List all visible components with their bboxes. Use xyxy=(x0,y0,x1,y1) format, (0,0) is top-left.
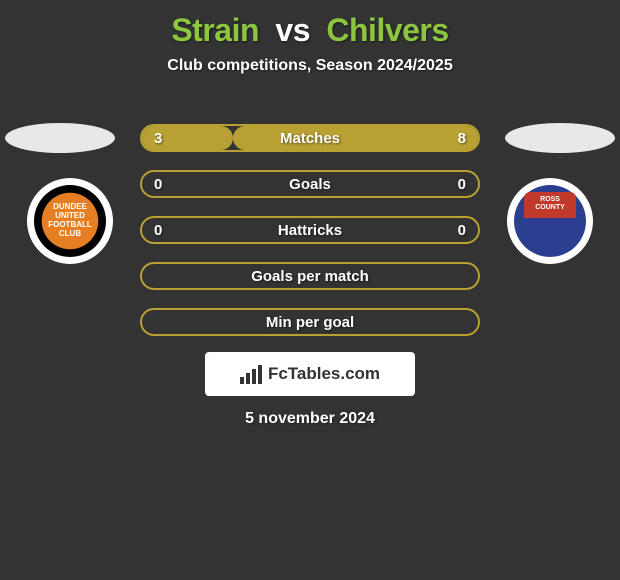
stat-row: 0 Hattricks 0 xyxy=(140,216,480,244)
stat-row: Min per goal xyxy=(140,308,480,336)
stat-value-left: 0 xyxy=(154,176,174,193)
stat-value-left: 0 xyxy=(154,222,174,239)
player2-name: Chilvers xyxy=(326,12,448,48)
stats-container: 3 Matches 8 0 Goals 0 0 Hattricks 0 Goals per mat… xyxy=(140,124,480,354)
comparison-title: Strain vs Chilvers xyxy=(0,0,620,49)
stat-value-right: 0 xyxy=(446,222,466,239)
vs-text: vs xyxy=(275,12,310,48)
player1-name: Strain xyxy=(171,12,259,48)
crest-right-text-bottom: COUNTY xyxy=(535,204,565,212)
stat-row: 0 Goals 0 xyxy=(140,170,480,198)
crest-right-text-top: ROSS xyxy=(540,196,560,204)
branding-text: FcTables.com xyxy=(268,364,380,384)
stat-label: Matches xyxy=(280,130,340,147)
stat-label: Goals per match xyxy=(251,268,369,285)
date-text: 5 november 2024 xyxy=(245,410,375,428)
stat-value-left: 3 xyxy=(154,130,174,147)
crest-left-text: DUNDEE UNITED FOOTBALL CLUB xyxy=(38,203,102,238)
stat-fill-right xyxy=(233,126,478,150)
stat-label: Hattricks xyxy=(278,222,342,239)
club-crest-left: DUNDEE UNITED FOOTBALL CLUB xyxy=(27,178,113,264)
stat-value-right: 0 xyxy=(446,176,466,193)
stat-value-right: 8 xyxy=(446,130,466,147)
stat-label: Goals xyxy=(289,176,331,193)
club-crest-right: ROSS COUNTY xyxy=(507,178,593,264)
crest-left-inner: DUNDEE UNITED FOOTBALL CLUB xyxy=(34,185,106,257)
player1-photo-placeholder xyxy=(5,123,115,153)
player2-photo-placeholder xyxy=(505,123,615,153)
subtitle: Club competitions, Season 2024/2025 xyxy=(0,57,620,75)
stat-row: 3 Matches 8 xyxy=(140,124,480,152)
crest-right-inner: ROSS COUNTY xyxy=(514,185,586,257)
crest-right-shield: ROSS COUNTY xyxy=(524,192,576,250)
stat-label: Min per goal xyxy=(266,314,354,331)
chart-icon xyxy=(240,365,262,384)
stat-row: Goals per match xyxy=(140,262,480,290)
branding-box: FcTables.com xyxy=(205,352,415,396)
